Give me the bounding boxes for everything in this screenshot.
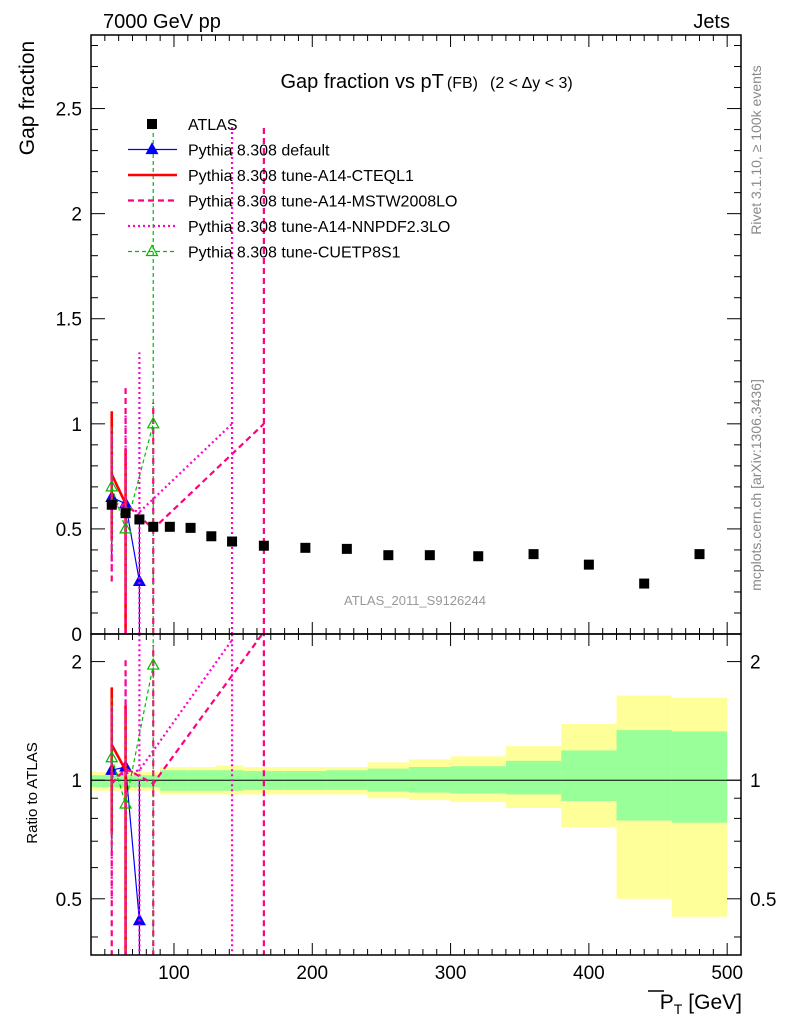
legend-atlas-marker — [147, 119, 157, 129]
legend: ATLAS Pythia 8.308 default Pythia 8.308 tu… — [128, 117, 457, 262]
ratio-nnpdf-line — [111, 639, 233, 778]
top-atlas-marker — [528, 549, 539, 560]
top-atlas-marker — [164, 521, 175, 532]
top-y-axis-label: Gap fraction — [16, 41, 39, 155]
top-atlas-marker — [424, 550, 435, 561]
ratio-band-inner — [505, 760, 562, 795]
legend-mstw-label: Pythia 8.308 tune-A14-MSTW2008LO — [188, 194, 457, 211]
top-y-tick-label: 1.5 — [56, 310, 82, 331]
top-atlas-marker — [383, 550, 394, 561]
top-atlas-marker — [148, 521, 159, 532]
ratio-y-tick-label: 0.5 — [56, 890, 82, 911]
x-tick-label: 500 — [711, 963, 743, 984]
legend-atlas-label: ATLAS — [188, 117, 238, 134]
legend-entry-mstw: Pythia 8.308 tune-A14-MSTW2008LO — [128, 194, 457, 211]
top-mstw-line — [111, 423, 265, 531]
ratio-cuetp-line — [111, 664, 154, 805]
ratio-band-inner — [671, 731, 728, 823]
top-panel-series — [105, 125, 705, 634]
legend-default-marker — [145, 142, 159, 155]
top-atlas-marker — [258, 540, 269, 551]
ratio-cuetp-marker — [105, 750, 119, 763]
top-cuetp-marker — [146, 416, 160, 429]
top-cteql1-line — [110, 473, 127, 505]
legend-cuetp-marker — [145, 244, 159, 257]
x-axis-label-main: P — [660, 991, 674, 1014]
top-atlas-marker — [694, 549, 705, 560]
legend-default-label: Pythia 8.308 default — [188, 143, 330, 160]
legend-entry-cteql1: Pythia 8.308 tune-A14-CTEQL1 — [128, 168, 414, 185]
x-tick-label: 300 — [435, 963, 467, 984]
legend-cuetp-label: Pythia 8.308 tune-CUETP8S1 — [188, 245, 401, 262]
x-tick-label: 200 — [296, 963, 328, 984]
top-atlas-marker — [639, 578, 650, 589]
chart-title-sub: (FB) — [447, 75, 478, 92]
top-default-marker — [132, 574, 146, 587]
mcplots-label: mcplots.cern.ch [arXiv:1306.3436] — [748, 379, 764, 591]
ratio-cteql1-line — [110, 744, 127, 771]
ratio-y-tick-label: 1 — [71, 771, 82, 792]
top-nnpdf-line — [111, 423, 233, 514]
analysis-watermark: ATLAS_2011_S9126244 — [344, 593, 486, 608]
chart-title-condition: (2 < Δy < 3) — [490, 75, 573, 92]
ratio-cuetp-marker — [119, 796, 133, 809]
legend-entry-cuetp: Pythia 8.308 tune-CUETP8S1 — [128, 244, 401, 262]
rivet-version-label: Rivet 3.1.10, ≥ 100k events — [748, 65, 764, 235]
top-y-tick-label: 2 — [71, 205, 82, 226]
chart-title: Gap fraction vs pT (FB) — [280, 71, 478, 93]
top-atlas-marker — [106, 499, 117, 510]
x-axis-label-unit: [GeV] — [688, 991, 742, 1014]
ratio-panel-frame — [90, 633, 742, 956]
x-axis-label-sub: T — [674, 1001, 683, 1017]
ratio-y-tick-label: 2 — [71, 653, 82, 674]
top-y-tick-label: 1 — [71, 415, 82, 436]
top-y-tick-label: 2.5 — [56, 100, 82, 121]
ratio-uncertainty-bands — [91, 695, 741, 917]
bottom-y-axis-label: Ratio to ATLAS — [24, 742, 41, 843]
top-atlas-marker — [300, 542, 311, 553]
top-atlas-marker — [206, 531, 217, 542]
top-cuetp-marker — [105, 479, 119, 492]
top-atlas-marker — [341, 543, 352, 554]
ratio-band-inner — [561, 750, 617, 802]
process-label: Jets — [693, 11, 730, 33]
legend-cteql1-label: Pythia 8.308 tune-A14-CTEQL1 — [188, 168, 414, 185]
top-atlas-marker — [185, 522, 196, 533]
legend-nnpdf-label: Pythia 8.308 tune-A14-NNPDF2.3LO — [188, 219, 450, 236]
chart-title-main: Gap fraction vs pT — [280, 71, 443, 93]
top-atlas-marker — [473, 551, 484, 562]
x-axis-label: PT [GeV] — [660, 991, 742, 1017]
top-cuetp-line — [111, 423, 154, 532]
legend-entry-default: Pythia 8.308 default — [128, 142, 330, 160]
axes: 100 200 300 400 500 0 0.5 1 1.5 2 2.5 0.5 0.5 1 1 2 2 — [56, 34, 776, 984]
top-cuetp-marker — [119, 521, 133, 534]
top-atlas-marker — [583, 559, 594, 570]
ratio-y-tick-label-right: 1 — [750, 771, 761, 792]
legend-entry-nnpdf: Pythia 8.308 tune-A14-NNPDF2.3LO — [128, 219, 450, 236]
energy-label: 7000 GeV pp — [103, 11, 221, 33]
top-atlas-marker — [227, 536, 238, 547]
ratio-band-inner — [616, 730, 672, 821]
ratio-cuetp-marker — [146, 657, 160, 670]
x-tick-label: 400 — [573, 963, 605, 984]
top-atlas-marker — [120, 508, 131, 519]
legend-entry-atlas: ATLAS — [147, 117, 238, 134]
ratio-panel-series — [105, 634, 265, 955]
ratio-y-tick-label-right: 2 — [750, 653, 761, 674]
ratio-y-tick-label-right: 0.5 — [750, 890, 776, 911]
top-y-tick-label: 0 — [71, 625, 82, 646]
top-atlas-marker — [134, 514, 145, 525]
top-y-tick-label: 0.5 — [56, 520, 82, 541]
x-tick-label: 100 — [158, 963, 190, 984]
